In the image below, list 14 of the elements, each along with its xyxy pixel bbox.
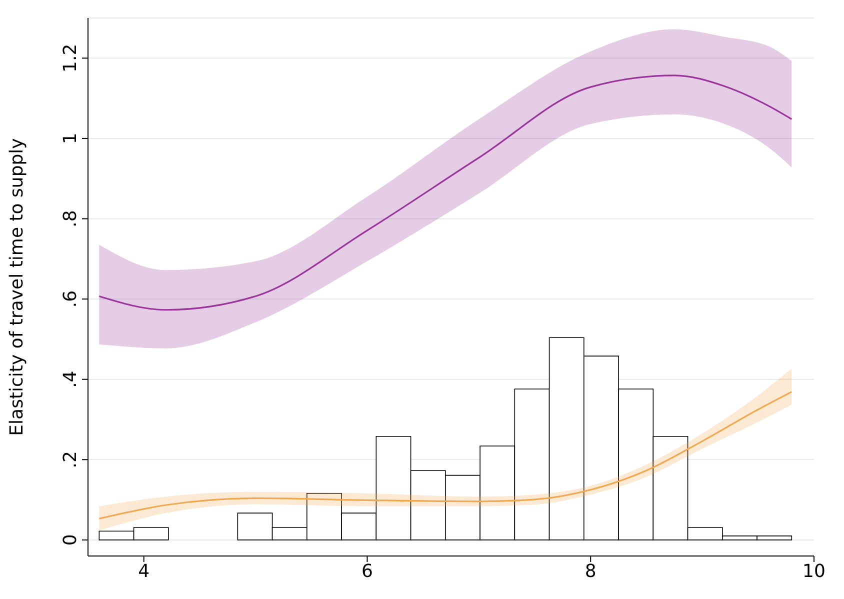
line-series — [98, 74, 792, 311]
x-tick-label: 10 — [802, 560, 826, 582]
y-tick-label: .4 — [60, 370, 81, 388]
x-tick-label: 4 — [138, 560, 150, 582]
y-axis-title: Elasticity of travel time to supply — [6, 138, 28, 436]
y-tick-label: 0 — [60, 534, 81, 546]
y-tick-label: 1.2 — [60, 44, 81, 72]
x-tick-label: 6 — [362, 560, 373, 582]
line-series — [98, 390, 792, 520]
y-tick-label: .6 — [60, 290, 81, 308]
y-tick-label: .8 — [60, 210, 81, 228]
x-tick-label: 8 — [584, 560, 596, 582]
y-tick-label: 1 — [60, 132, 81, 144]
y-tick-label: .2 — [60, 451, 81, 468]
